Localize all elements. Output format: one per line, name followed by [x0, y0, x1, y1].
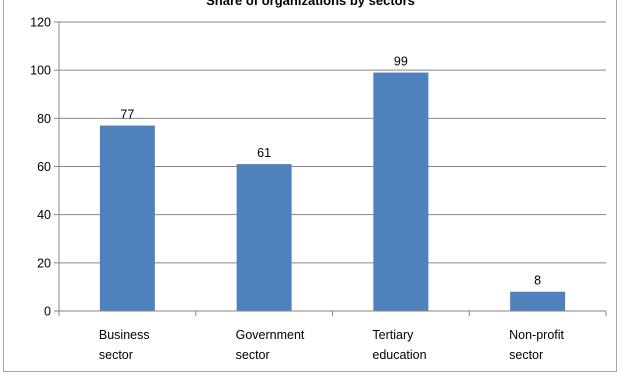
data-label-1: 61	[257, 146, 271, 160]
y-tick-label-120: 120	[30, 16, 51, 30]
data-label-0: 77	[120, 108, 134, 122]
y-tick-label-20: 20	[37, 256, 51, 270]
axes	[54, 21, 607, 316]
bars	[99, 72, 566, 311]
y-tick-label-80: 80	[37, 112, 51, 126]
category-label-2: Tertiary education	[372, 328, 426, 362]
data-label-3: 8	[534, 274, 541, 288]
category-label-line: sector	[236, 348, 270, 362]
category-label-0: Business sector	[99, 328, 150, 362]
category-label-3: Non-profit sector	[509, 328, 564, 362]
category-label-line: Tertiary	[372, 328, 414, 342]
bar-0	[99, 125, 155, 311]
labels: 0 20 40 60 80 100 120 77 Business sector 61 Governm…	[30, 16, 564, 363]
bar-2	[373, 72, 429, 311]
category-label-line: education	[372, 348, 426, 362]
y-tick-label-60: 60	[37, 160, 51, 174]
category-label-line: Government	[236, 328, 305, 342]
category-label-1: Government sector	[236, 328, 305, 362]
data-label-2: 99	[394, 55, 408, 69]
chart-title: Share of organizations by sectors	[206, 0, 415, 8]
category-label-line: Non-profit	[509, 328, 564, 342]
y-tick-label-40: 40	[37, 208, 51, 222]
bar-3	[510, 291, 566, 311]
category-label-line: Business	[99, 328, 150, 342]
bar-1	[236, 164, 292, 311]
category-label-line: sector	[509, 348, 543, 362]
chart-frame	[3, 0, 617, 372]
y-tick-label-100: 100	[30, 64, 51, 78]
category-label-line: sector	[99, 348, 133, 362]
y-tick-label-0: 0	[44, 305, 51, 319]
